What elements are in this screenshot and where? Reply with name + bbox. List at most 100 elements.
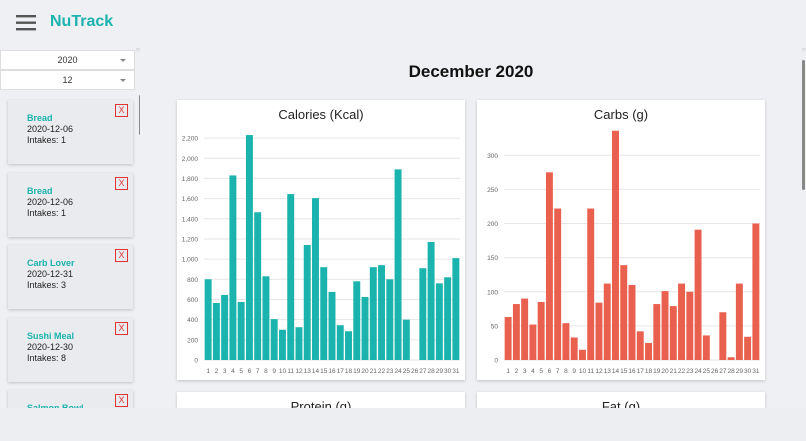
x-tick-label: 25: [403, 368, 411, 375]
bar: [295, 327, 303, 360]
x-tick-label: 3: [523, 368, 527, 375]
y-tick-label: 400: [187, 317, 198, 324]
bar: [402, 319, 410, 360]
year-select[interactable]: 2020: [0, 50, 135, 70]
y-tick-label: 50: [491, 323, 499, 330]
entry-card[interactable]: Bread 2020-12-06 Intakes: 1 X: [8, 100, 133, 164]
x-tick-label: 9: [272, 368, 276, 375]
y-tick-label: 2,000: [182, 156, 199, 163]
x-tick-label: 15: [620, 368, 628, 375]
bar: [752, 223, 760, 360]
y-tick-label: 2,200: [182, 136, 199, 143]
bar: [570, 337, 578, 360]
bar: [545, 172, 553, 360]
y-tick-label: 1,400: [182, 216, 199, 223]
x-tick-label: 1: [206, 368, 210, 375]
bar: [312, 198, 319, 360]
x-tick-label: 18: [345, 368, 353, 375]
entry-card[interactable]: Bread 2020-12-06 Intakes: 1 X: [8, 172, 133, 237]
x-tick-label: 22: [678, 368, 686, 375]
bar: [661, 291, 669, 360]
bar: [504, 317, 512, 360]
delete-button[interactable]: X: [115, 394, 128, 407]
bar: [278, 329, 286, 360]
sidebar: 2020 12 Bread 2020-12-06 Intakes: 1 X Bread 2…: [0, 48, 136, 408]
bar: [653, 304, 661, 360]
delete-button[interactable]: X: [115, 321, 128, 335]
x-tick-label: 29: [736, 368, 744, 375]
x-tick-label: 11: [287, 368, 294, 375]
x-tick-label: 29: [436, 368, 444, 375]
bar: [212, 303, 220, 360]
bar: [320, 267, 328, 360]
y-tick-label: 0: [194, 358, 198, 365]
x-tick-label: 4: [531, 368, 535, 375]
bar: [444, 277, 452, 360]
bar: [702, 335, 710, 360]
x-tick-label: 26: [411, 368, 419, 375]
bar: [686, 291, 694, 360]
x-tick-label: 13: [304, 368, 312, 375]
bar: [587, 208, 595, 360]
bar: [419, 268, 427, 360]
x-tick-label: 16: [628, 368, 636, 375]
x-tick-label: 6: [548, 368, 552, 375]
bar: [287, 194, 295, 360]
x-tick-label: 14: [312, 368, 320, 375]
delete-button[interactable]: X: [115, 176, 128, 190]
bar: [270, 319, 278, 360]
month-select[interactable]: 12: [0, 70, 135, 90]
x-tick-label: 18: [645, 368, 653, 375]
y-tick-label: 150: [487, 255, 498, 262]
y-tick-label: 1,000: [182, 257, 199, 264]
x-tick-label: 22: [378, 368, 386, 375]
x-tick-label: 11: [587, 368, 594, 375]
bar: [612, 130, 619, 360]
x-tick-label: 25: [703, 368, 711, 375]
x-tick-label: 8: [264, 368, 268, 375]
x-tick-label: 30: [444, 368, 452, 375]
entry-card[interactable]: Salmon Bowl2020-12-29X: [8, 390, 133, 408]
delete-button[interactable]: X: [115, 249, 128, 262]
x-tick-label: 1: [506, 368, 510, 375]
bar: [386, 279, 394, 360]
entry-date: 2020-12-30: [27, 341, 74, 352]
bar: [237, 302, 245, 360]
bar: [245, 135, 253, 360]
x-tick-label: 24: [394, 368, 402, 375]
entry-card[interactable]: Sushi Meal 2020-12-30 Intakes: 8 X: [8, 317, 133, 382]
entry-name: Salmon Bowl: [27, 403, 84, 408]
x-tick-label: 14: [612, 368, 620, 375]
x-tick-label: 2: [515, 368, 519, 375]
menu-button[interactable]: [16, 15, 36, 31]
entry-date: 2020-12-31: [27, 269, 74, 279]
footer-bar: [0, 408, 806, 441]
x-tick-label: 3: [223, 368, 227, 375]
bar: [595, 302, 603, 360]
entry-card[interactable]: Carb Lover 2020-12-31 Intakes: 3 X: [8, 245, 133, 309]
x-tick-label: 13: [604, 368, 612, 375]
x-tick-label: 5: [539, 368, 543, 375]
chart-panel: Fat (g): [477, 392, 765, 408]
entry-intakes: Intakes: 3: [27, 280, 67, 290]
chart-title: Calories (Kcal): [278, 107, 363, 122]
bar: [719, 312, 727, 360]
bar: [435, 283, 443, 360]
chart-panel: Carbs (g) 0 50 100 150 200 250 300 1 2 3 4 5 6 7 8 9 10 11…: [477, 100, 765, 380]
y-tick-label: 1,200: [182, 236, 199, 243]
bar: [578, 349, 586, 360]
bar: [645, 342, 652, 360]
entry-name: Carb Lover: [27, 258, 75, 268]
chart-title: Protein (g): [290, 399, 352, 408]
x-tick-label: 10: [579, 368, 587, 375]
delete-button[interactable]: X: [115, 104, 128, 117]
y-tick-label: 1,600: [182, 196, 199, 203]
chart-panel: Calories (Kcal) 0 200 400 600 800 1,000 1,200 1,…: [177, 100, 465, 380]
page-scrollbar[interactable]: [802, 60, 805, 190]
bar: [628, 284, 636, 360]
x-tick-label: 21: [370, 368, 378, 375]
bar: [345, 331, 352, 360]
x-tick-label: 17: [337, 368, 345, 375]
bar: [369, 267, 377, 360]
x-tick-label: 23: [686, 368, 694, 375]
